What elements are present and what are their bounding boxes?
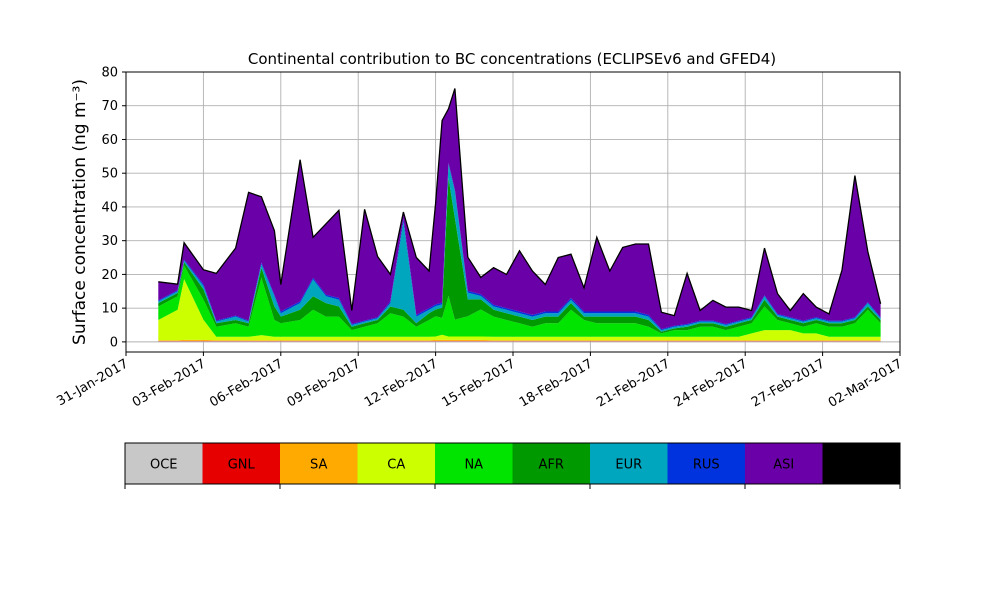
y-tick-label: 70 [101,99,118,114]
legend-swatch-rus [667,443,746,484]
legend-swatch-afr [512,443,591,484]
y-tick-label: 20 [101,268,118,283]
x-tick-label: 03-Feb-2017 [130,356,209,410]
area-na [158,265,881,337]
legend-swatch-oce [125,443,203,484]
y-tick-label: 50 [101,167,118,182]
y-tick-label: 30 [101,234,118,249]
x-tick-label: 06-Feb-2017 [207,356,286,410]
x-tick-label: 21-Feb-2017 [594,356,673,410]
legend-label-asi: ASI [773,458,794,473]
legend-swatch-aus [822,443,901,484]
area-asi [158,88,881,330]
axes-layer: 0102030405060708031-Jan-201703-Feb-20170… [54,66,905,411]
y-tick-label: 60 [101,133,118,148]
y-tick-label: 40 [101,200,118,215]
x-tick-label: 18-Feb-2017 [517,356,596,410]
legend: OCE GNL SA CA NA AFR EUR RUS ASI AUS [124,442,901,489]
legend-label-eur: EUR [615,458,642,473]
x-tick-label: 12-Feb-2017 [362,356,441,410]
area-ca [158,279,881,341]
legend-swatch-asi [745,443,823,484]
x-tick-label: 24-Feb-2017 [672,356,751,410]
y-tick-label: 10 [101,302,118,317]
area-layer [158,88,882,342]
legend-swatch-sa [280,443,358,484]
y-tick-label: 0 [110,335,118,350]
legend-label-gnl: GNL [228,458,256,473]
total-outline [158,88,882,317]
area-sa [158,339,881,341]
legend-frame [124,442,901,485]
legend-label-aus: AUS [848,458,875,473]
legend-swatch-eur [590,443,668,484]
x-tick-label: 27-Feb-2017 [749,356,828,410]
legend-label-oce: OCE [150,458,178,473]
x-tick-label: 15-Feb-2017 [439,356,518,410]
legend-label-afr: AFR [539,458,564,473]
area-oce [158,341,881,342]
legend-swatch-gnl [202,443,281,484]
legend-swatch-ca [357,443,436,484]
x-tick-label: 31-Jan-2017 [54,356,131,409]
legend-label-ca: CA [387,458,405,473]
x-tick-label: 02-Mar-2017 [826,356,905,410]
y-axis-label: Surface concentration (ng m⁻³) [70,79,90,345]
chart-title: Continental contribution to BC concentra… [248,50,776,68]
x-tick-label: 09-Feb-2017 [285,356,364,410]
y-tick-label: 80 [101,66,118,81]
legend-label-rus: RUS [693,458,720,473]
legend-swatch-na [435,443,513,484]
legend-label-sa: SA [310,458,327,473]
legend-label-na: NA [464,458,483,473]
